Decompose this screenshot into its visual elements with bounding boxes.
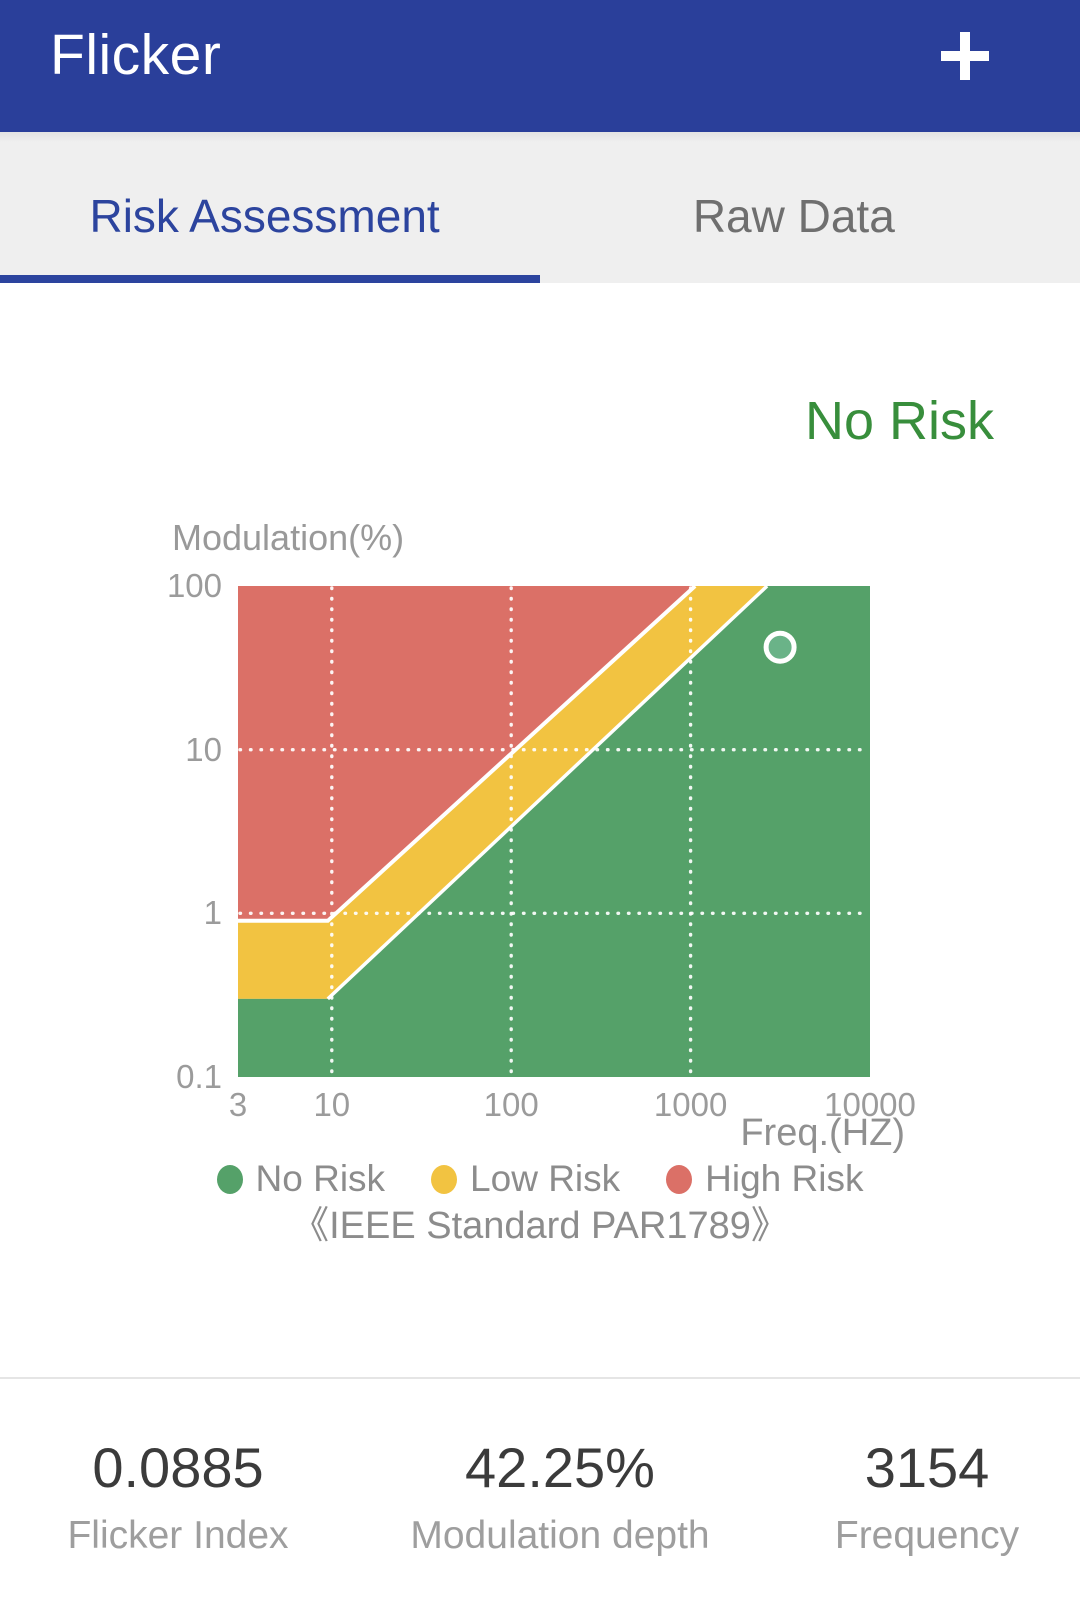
stat-label: Flicker Index: [67, 1514, 289, 1557]
low-risk-region: [238, 586, 768, 999]
y-axis-title: Modulation(%): [172, 517, 405, 558]
high-risk-region: [238, 586, 696, 921]
low-risk-dot-icon: [431, 1164, 458, 1194]
tab-risk-assessment[interactable]: Risk Assessment: [0, 132, 540, 283]
legend-item-no-risk: No Risk: [216, 1158, 386, 1200]
standard-caption: 《IEEE Standard PAR1789》: [291, 1205, 789, 1247]
no-risk-dot-icon: [216, 1164, 243, 1194]
legend-label: Low Risk: [470, 1158, 621, 1199]
no-risk-boundary-line: [326, 586, 769, 1001]
stat-value: 0.0885: [92, 1436, 264, 1499]
active-tab-indicator: [0, 275, 540, 283]
x-tick-label: 1000: [653, 1086, 728, 1123]
risk-chart: [238, 586, 870, 1077]
y-tick-label: 100: [166, 567, 222, 604]
high-risk-dot-icon: [666, 1164, 693, 1194]
legend-item-high-risk: High Risk: [666, 1158, 863, 1200]
stat-frequency: 3154 Frequency: [835, 1438, 1019, 1558]
tab-risk-assessment-label: Risk Assessment: [89, 190, 440, 242]
stat-flicker-index: 0.0885 Flicker Index: [67, 1438, 288, 1558]
x-tick-label: 10000: [824, 1086, 916, 1123]
stat-label: Modulation depth: [410, 1514, 710, 1557]
tab-raw-data-label: Raw Data: [692, 190, 895, 242]
y-tick-label: 0.1: [176, 1058, 222, 1095]
stat-label: Frequency: [834, 1514, 1020, 1557]
x-tick-label: 10: [313, 1086, 351, 1123]
stat-modulation-depth: 42.25% Modulation depth: [410, 1438, 709, 1558]
legend-label: High Risk: [705, 1158, 864, 1199]
legend-label: No Risk: [255, 1158, 386, 1199]
stat-value: 42.25%: [465, 1436, 655, 1499]
risk-status: No Risk: [804, 391, 994, 451]
x-tick-label: 3: [228, 1086, 248, 1123]
add-button[interactable]: [935, 26, 995, 86]
x-axis-title: Freq.(HZ): [740, 1112, 905, 1154]
legend-item-low-risk: Low Risk: [431, 1158, 620, 1200]
app-header: Flicker: [0, 0, 1080, 134]
page-title: Flicker: [50, 23, 222, 87]
no-risk-region: [238, 586, 870, 1077]
measurement-point: [763, 630, 797, 664]
y-tick-label: 1: [203, 894, 222, 932]
x-tick-label: 100: [483, 1086, 539, 1123]
tab-raw-data[interactable]: Raw Data: [540, 132, 1080, 283]
tab-bar: Risk Assessment Raw Data: [0, 132, 1080, 283]
chart-legend: No Risk Low Risk High Risk: [0, 1158, 1080, 1200]
y-tick-label: 10: [185, 730, 222, 768]
stats-divider: [0, 1377, 1080, 1379]
plus-icon: [935, 26, 995, 86]
low-risk-boundary-line: [238, 586, 697, 923]
stat-value: 3154: [864, 1436, 990, 1499]
